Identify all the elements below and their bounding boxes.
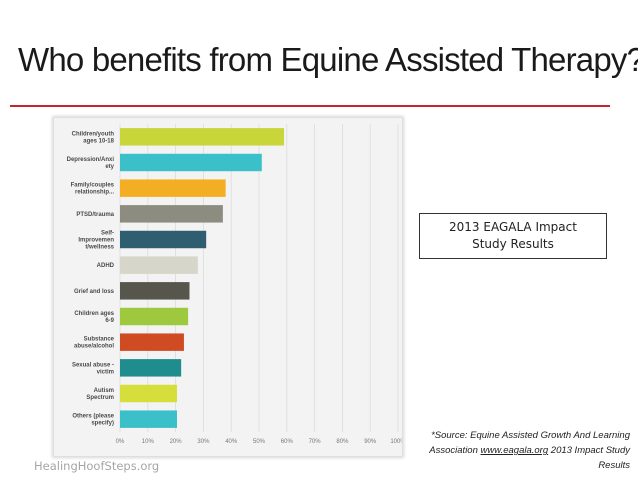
- source-prefix: *Source: Equine Assisted Growth And Lear…: [429, 430, 630, 456]
- bar: [120, 282, 190, 300]
- x-tick-label: 60%: [281, 439, 294, 445]
- category-label: Others (please specify): [72, 414, 114, 427]
- bar: [120, 179, 226, 197]
- category-label: PTSD/trauma: [76, 212, 114, 218]
- source-suffix: 2013 Impact Study Results: [550, 445, 630, 471]
- bar-chart: 0% 10% 20% 30% 40% 50% 60% 70% 80% 90% 100% Childre…: [54, 118, 402, 456]
- bar-chart-svg: 0% 10% 20% 30% 40% 50% 60% 70% 80% 90% 100% Childre…: [67, 124, 402, 445]
- bar: [120, 333, 184, 351]
- category-label: Children ages 6-9: [74, 311, 114, 324]
- bar: [120, 230, 207, 249]
- x-tick-label: 0%: [116, 439, 125, 445]
- category-label: Depression/Anxi ety: [67, 157, 115, 170]
- category-label: Autism Spectrum: [86, 388, 114, 401]
- study-label: 2013 EAGALA Impact Study Results: [449, 220, 577, 251]
- source-note: *Source: Equine Assisted Growth And Lear…: [416, 428, 630, 473]
- x-tick-label: 20%: [170, 439, 183, 445]
- category-label: Self-Improvemen t/wellness: [78, 231, 114, 251]
- x-tick-label: 40%: [225, 439, 238, 445]
- bar: [120, 410, 177, 428]
- bar: [120, 153, 262, 172]
- x-tick-label: 100%: [390, 439, 402, 445]
- slide-title: Who benefits from Equine Assisted Therap…: [18, 41, 638, 78]
- category-label: Family/couples relationship...: [71, 183, 115, 196]
- x-tick-label: 70%: [309, 439, 322, 445]
- bar: [120, 205, 223, 223]
- category-label: Grief and loss: [74, 289, 115, 295]
- bar: [120, 307, 189, 326]
- x-tick-label: 30%: [197, 439, 210, 445]
- category-label: Sexual abuse -victim: [72, 362, 114, 375]
- bar: [120, 256, 198, 274]
- study-label-box: 2013 EAGALA Impact Study Results: [419, 213, 607, 259]
- bar: [120, 359, 182, 377]
- category-label: Substance abuse/alcohol: [74, 337, 115, 350]
- x-tick-label: 50%: [253, 439, 266, 445]
- category-label: ADHD: [97, 263, 115, 269]
- bar: [120, 128, 285, 146]
- title-divider: [10, 105, 610, 107]
- x-tick-label: 10%: [142, 439, 155, 445]
- x-tick-label: 90%: [364, 439, 377, 445]
- bar: [120, 384, 177, 403]
- footer-site-name: HealingHoofSteps.org: [34, 459, 160, 473]
- x-tick-label: 80%: [336, 439, 349, 445]
- source-link[interactable]: www.eagala.org: [480, 445, 549, 456]
- category-label: Children/youth ages 10-18: [72, 131, 115, 144]
